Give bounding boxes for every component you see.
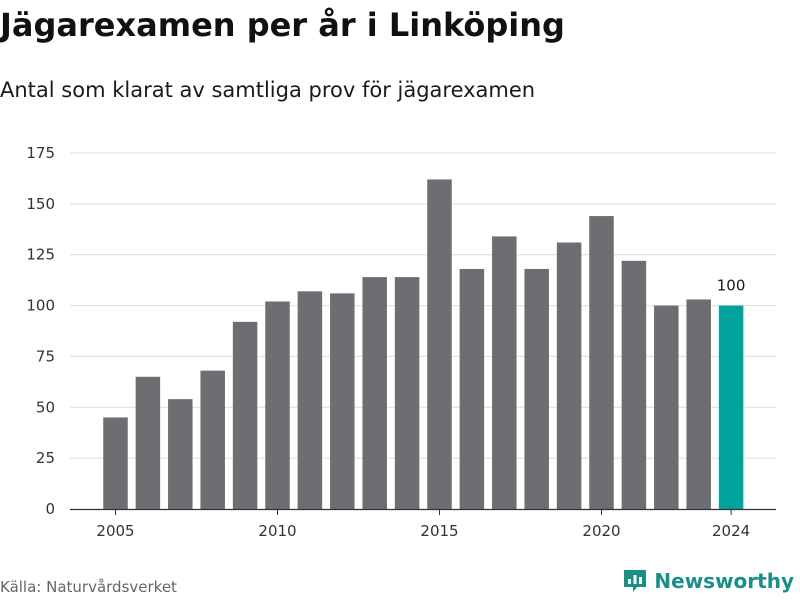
brand-logo: Newsworthy (622, 568, 794, 594)
source-note: Källa: Naturvårdsverket (0, 578, 177, 596)
bar-2023 (686, 299, 711, 509)
data-label-2024: 100 (717, 277, 746, 295)
bar-2012 (330, 293, 355, 509)
bar-2022 (654, 305, 679, 509)
bar-2010 (265, 301, 290, 509)
bar-2014 (394, 277, 420, 509)
brand-name: Newsworthy (654, 569, 794, 593)
newsworthy-logo-icon (624, 570, 647, 592)
y-axis-ticks: 0 25 50 75 100 125 150 175 (26, 144, 55, 518)
bar-2015 (427, 179, 452, 509)
bar-2020 (589, 216, 614, 509)
chart-subtitle: Antal som klarat av samtliga prov för jä… (0, 78, 536, 102)
x-tick-label: 2024 (712, 522, 750, 540)
bar-2013 (362, 277, 387, 509)
bar-2011 (297, 291, 323, 509)
x-tick-label: 2020 (582, 522, 620, 540)
bar-2019 (556, 242, 582, 509)
data-labels: 100 (717, 277, 746, 295)
bar-2017 (492, 236, 517, 510)
bar-2008 (200, 370, 225, 509)
bars (103, 179, 744, 510)
y-tick-label: 150 (26, 195, 55, 213)
x-tick-label: 2005 (96, 522, 134, 540)
chart-title: Jägarexamen per år i Linköping (0, 6, 565, 44)
y-tick-label: 125 (26, 246, 55, 264)
bar-chart: 0 25 50 75 100 125 150 175 2005 2010 2015 2020 2024… (26, 144, 776, 540)
x-tick-label: 2010 (258, 522, 296, 540)
y-tick-label: 25 (36, 449, 55, 467)
bar-2016 (459, 268, 485, 509)
bar-2018 (524, 268, 549, 509)
x-tick-label: 2015 (420, 522, 458, 540)
bar-2009 (232, 321, 258, 509)
y-tick-label: 175 (26, 144, 55, 162)
bar-2024 (718, 305, 744, 509)
y-tick-label: 0 (45, 500, 55, 518)
bar-2005 (103, 417, 128, 509)
bar-2006 (135, 376, 161, 509)
y-tick-label: 50 (36, 398, 55, 416)
x-axis-ticks: 2005 2010 2015 2020 2024 (96, 509, 750, 540)
y-tick-label: 75 (36, 347, 55, 365)
y-tick-label: 100 (26, 297, 55, 315)
bar-2007 (168, 399, 193, 509)
bar-2021 (621, 260, 647, 509)
